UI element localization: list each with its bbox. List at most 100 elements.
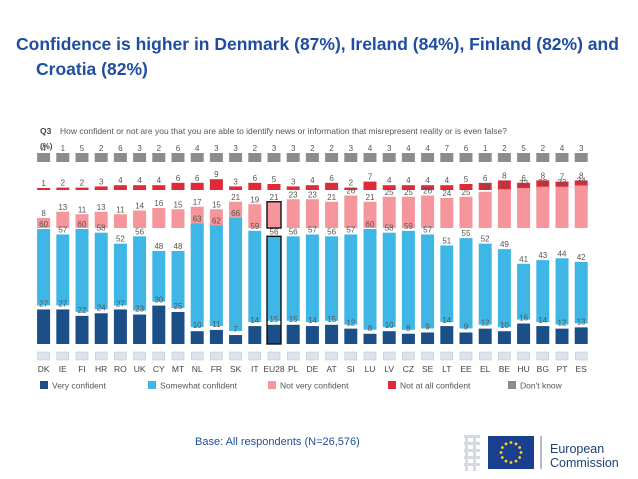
bar-dont-know-EE — [459, 153, 473, 162]
legend-swatch-1 — [148, 381, 156, 389]
category-label-AT: AT — [326, 364, 336, 374]
bar-not-at-all-EE — [459, 184, 473, 190]
bar-not-very-EE — [459, 196, 473, 228]
bar-not-very-PT — [555, 186, 569, 228]
label-not-very-DE: 23 — [308, 190, 317, 199]
bar-not-at-all-EL — [478, 182, 492, 190]
bar-dont-know-DE — [305, 153, 319, 162]
bar-not-very-SE — [421, 195, 435, 228]
label-somewhat-SE: 57 — [423, 225, 432, 234]
flag-BE — [498, 351, 511, 361]
label-somewhat-ES: 42 — [577, 253, 586, 262]
legend-swatch-0 — [40, 381, 48, 389]
bar-dont-know-NL — [190, 153, 204, 162]
eu-star — [509, 461, 513, 464]
bar-not-at-all-SI — [344, 187, 358, 190]
label-not-at-all-AT: 6 — [329, 174, 334, 183]
bar-not-at-all-LV — [382, 185, 396, 190]
bar-somewhat-UK — [133, 236, 147, 311]
label-not-at-all-UK: 4 — [137, 176, 142, 185]
label-dont-know-EE: 6 — [464, 144, 469, 153]
legend-label-0: Very confident — [52, 381, 107, 391]
label-dont-know-RO: 6 — [118, 144, 123, 153]
base-note: Base: All respondents (N=26,576) — [195, 436, 360, 448]
bar-somewhat-HU — [517, 263, 531, 320]
label-somewhat-HR: 58 — [97, 224, 106, 233]
bar-very-IE — [56, 309, 70, 344]
category-label-RO: RO — [114, 364, 127, 374]
label-not-very-HR: 13 — [97, 203, 106, 212]
legend-swatch-4 — [508, 381, 516, 389]
bar-dont-know-LV — [382, 153, 396, 162]
flag-DK — [37, 351, 50, 361]
label-somewhat-BG: 43 — [538, 251, 547, 260]
category-label-EE: EE — [460, 364, 472, 374]
label-not-at-all-CZ: 4 — [406, 176, 411, 185]
label-very-EE: 9 — [464, 322, 469, 331]
label-somewhat-LU: 60 — [366, 220, 375, 229]
flag-ES — [574, 351, 588, 361]
label-not-very-RO: 11 — [116, 205, 125, 214]
category-label-DK: DK — [38, 364, 50, 374]
flag-AT — [325, 351, 338, 361]
flag-RO — [114, 351, 127, 361]
label-not-very-UK: 14 — [135, 202, 144, 211]
european-commission-logo: European Commission — [462, 432, 632, 474]
bar-very-FI — [75, 315, 89, 344]
category-label-NL: NL — [192, 364, 203, 374]
ec-logo-icon — [464, 435, 542, 471]
bar-dont-know-EU28 — [267, 153, 281, 162]
label-not-at-all-ES: 8 — [579, 171, 584, 180]
bar-somewhat-EE — [459, 238, 473, 329]
flag-UK — [133, 351, 146, 361]
flag-SK — [229, 351, 242, 361]
bar-not-at-all-AT — [325, 182, 339, 190]
bar-not-at-all-EU28 — [267, 184, 281, 190]
label-very-BE: 10 — [500, 321, 509, 330]
bar-not-at-all-DE — [305, 185, 319, 190]
bar-not-at-all-CZ — [401, 185, 415, 190]
flag-HU — [517, 351, 530, 361]
label-not-at-all-DE: 4 — [310, 176, 315, 185]
label-very-EU28: 15 — [270, 315, 279, 324]
label-not-at-all-LV: 4 — [387, 176, 392, 185]
slide-title: Confidence is higher in Denmark (87%), I… — [16, 34, 619, 79]
category-label-PT: PT — [557, 364, 568, 374]
label-somewhat-NL: 63 — [193, 215, 202, 224]
bar-dont-know-SI — [344, 153, 358, 162]
bar-dont-know-LU — [363, 153, 377, 162]
bar-very-DK — [37, 309, 51, 344]
bar-somewhat-IE — [56, 234, 70, 306]
bar-somewhat-LT — [440, 245, 454, 323]
bar-not-very-BG — [536, 186, 550, 228]
bar-very-BE — [497, 331, 511, 344]
label-not-very-SI: 26 — [346, 187, 355, 196]
bar-not-at-all-DK — [37, 188, 51, 190]
label-not-at-all-BE: 8 — [502, 171, 507, 180]
bar-dont-know-HU — [517, 153, 531, 162]
bar-dont-know-IE — [56, 153, 70, 162]
bar-not-at-all-HU — [517, 182, 531, 190]
label-not-at-all-IT: 6 — [253, 174, 258, 183]
label-not-at-all-BG: 8 — [541, 171, 546, 180]
category-label-EU28: EU28 — [263, 364, 285, 374]
bar-dont-know-LT — [440, 153, 454, 162]
bar-dont-know-BE — [497, 153, 511, 162]
label-very-SE: 9 — [425, 322, 430, 331]
bar-very-SE — [421, 332, 435, 344]
bar-not-at-all-FR — [209, 179, 223, 190]
bar-somewhat-BG — [536, 260, 550, 323]
flag-CY — [152, 351, 166, 361]
label-very-IT: 14 — [250, 316, 259, 325]
label-dont-know-CY: 2 — [157, 144, 162, 153]
bar-not-at-all-FI — [75, 187, 89, 190]
label-somewhat-SK: 66 — [231, 209, 240, 218]
label-not-very-DK: 8 — [41, 209, 46, 218]
flag-FI — [75, 351, 89, 361]
category-label-HU: HU — [517, 364, 529, 374]
bar-somewhat-HR — [94, 232, 108, 310]
bar-somewhat-LV — [382, 232, 396, 328]
label-very-ES: 13 — [577, 317, 586, 326]
label-not-very-CY: 16 — [154, 199, 163, 208]
label-not-at-all-FI: 2 — [80, 179, 85, 188]
